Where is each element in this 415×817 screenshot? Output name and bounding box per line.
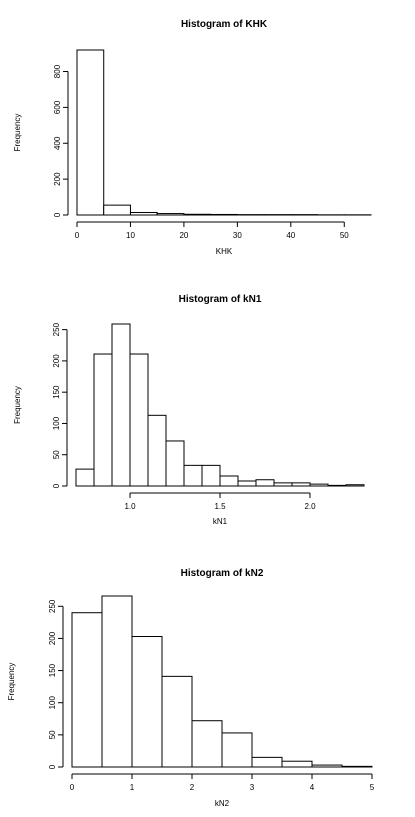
histogram-bar (255, 479, 275, 487)
histogram-bar (156, 213, 185, 216)
histogram-bar (93, 353, 113, 487)
y-tick-label: 150 (48, 663, 57, 677)
histogram-bar (341, 765, 373, 768)
x-tick-label: 1 (130, 783, 135, 792)
chart-title: Histogram of kN1 (179, 294, 262, 305)
histogram-bar (210, 213, 238, 216)
y-tick-label: 600 (53, 100, 62, 114)
histogram-0: Histogram of KHK 0 10 20 30 40 50 0 200 400 600 800… (13, 19, 372, 256)
histogram-bar (251, 756, 283, 768)
x-tick-label: 20 (179, 231, 188, 240)
histogram-bar (311, 764, 343, 768)
chart-title: Histogram of KHK (181, 19, 268, 30)
x-tick-label: 5 (370, 783, 375, 792)
x-tick-label: 40 (286, 231, 295, 240)
histogram-bar (131, 636, 163, 768)
histogram-bar (237, 480, 257, 487)
x-axis-label: kN2 (215, 799, 230, 808)
x-tick-label: 50 (340, 231, 349, 240)
chart-title: Histogram of kN2 (181, 568, 264, 579)
histogram-bar (183, 213, 212, 216)
histogram-bar (219, 475, 239, 487)
y-tick-label: 250 (52, 322, 61, 336)
x-tick-label: 30 (233, 231, 242, 240)
histogram-bar (111, 323, 131, 487)
histogram-bar (201, 464, 221, 487)
histogram-bar (147, 414, 167, 487)
y-tick-label: 200 (48, 631, 57, 645)
y-tick-label: 100 (52, 416, 61, 430)
y-tick-label: 800 (53, 64, 62, 78)
histogram-bar (75, 468, 95, 487)
y-tick-label: 150 (52, 385, 61, 399)
histogram-bar (76, 49, 105, 216)
y-tick-label: 400 (53, 136, 62, 150)
y-tick-label: 0 (52, 483, 61, 488)
x-tick-label: 0 (70, 783, 75, 792)
x-axis-label: kN1 (213, 517, 228, 526)
x-tick-label: 10 (126, 231, 135, 240)
histogram-bar (191, 720, 223, 768)
histogram-bar (103, 204, 131, 216)
y-axis-label: Frequency (13, 114, 22, 152)
y-tick-label: 0 (48, 764, 57, 769)
x-tick-label: 1.5 (214, 502, 226, 511)
histogram-bar (71, 612, 103, 768)
histogram-bar (273, 482, 293, 487)
histogram-bar (309, 483, 329, 487)
x-tick-label: 3 (250, 783, 255, 792)
x-tick-label: 2 (190, 783, 195, 792)
histogram-bar (221, 732, 253, 768)
y-tick-label: 250 (48, 599, 57, 613)
histogram-bar (101, 595, 133, 768)
x-tick-label: 0 (75, 231, 80, 240)
y-tick-label: 200 (52, 354, 61, 368)
x-axis-label: KHK (216, 247, 233, 256)
y-axis-label: Frequency (13, 386, 22, 424)
x-tick-label: 2.0 (304, 502, 316, 511)
y-tick-label: 0 (53, 212, 62, 217)
x-tick-label: 4 (310, 783, 315, 792)
histogram-bar (183, 464, 203, 487)
x-tick-label: 1.0 (124, 502, 136, 511)
y-tick-label: 50 (52, 450, 61, 459)
y-tick-label: 100 (48, 695, 57, 709)
histogram-bar (327, 484, 347, 487)
histogram-bar (129, 353, 149, 487)
histogram-bar (165, 440, 185, 487)
histogram-bar (345, 484, 365, 487)
y-axis-label: Frequency (7, 663, 16, 701)
histogram-bar (281, 760, 313, 768)
y-tick-label: 200 (53, 172, 62, 186)
histogram-bar (161, 675, 193, 768)
histogram-bar (291, 482, 311, 487)
y-tick-label: 50 (48, 730, 57, 739)
histogram-bar (129, 211, 158, 216)
histogram-1: Histogram of kN1 1.0 1.5 2.0 0 50 100 150 200 250… (13, 294, 365, 526)
